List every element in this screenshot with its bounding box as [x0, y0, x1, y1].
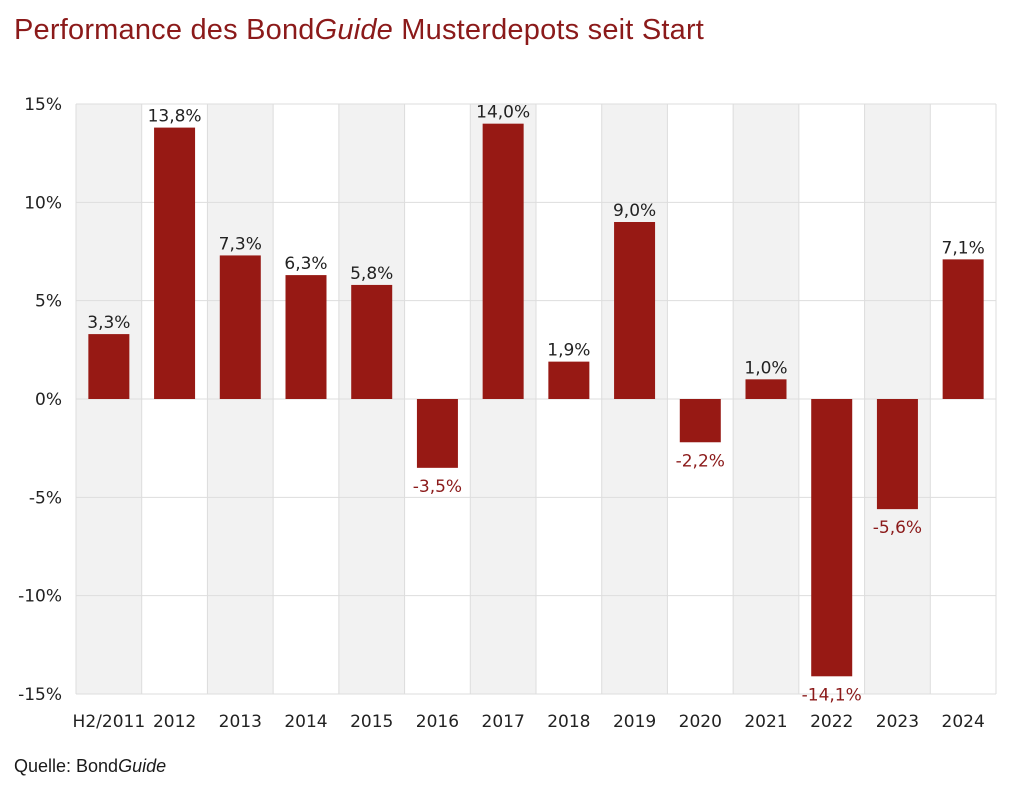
x-tick-label: 2020	[679, 712, 722, 732]
data-label: 1,9%	[547, 341, 590, 361]
x-tick-label: 2024	[942, 712, 985, 732]
bar	[548, 361, 590, 399]
bar	[154, 127, 196, 399]
bar	[416, 399, 458, 468]
bar	[811, 399, 853, 677]
data-label: 9,0%	[613, 201, 656, 221]
x-tick-label: 2012	[153, 712, 196, 732]
data-label: 3,3%	[87, 313, 130, 333]
bar	[745, 379, 787, 399]
bar	[285, 275, 327, 399]
data-label: -2,2%	[676, 451, 725, 471]
x-tick-label: 2018	[547, 712, 590, 732]
data-label: 5,8%	[350, 264, 393, 284]
source-note: Quelle: BondGuide	[14, 756, 167, 776]
x-tick-label: 2021	[744, 712, 787, 732]
bar	[351, 284, 393, 399]
y-tick-label: -5%	[29, 488, 62, 508]
x-tick-label: 2019	[613, 712, 656, 732]
x-tick-label: 2014	[284, 712, 327, 732]
bar	[942, 259, 984, 399]
data-label: -14,1%	[802, 685, 862, 705]
data-label: 14,0%	[476, 103, 530, 123]
x-tick-label: 2017	[482, 712, 525, 732]
bar	[219, 255, 261, 399]
y-tick-label: 0%	[35, 390, 62, 410]
y-tick-label: 5%	[35, 292, 62, 312]
chart-title: Performance des BondGuide Musterdepots s…	[14, 14, 705, 46]
x-tick-label: 2022	[810, 712, 853, 732]
data-label: -5,6%	[873, 518, 922, 538]
bar	[876, 399, 918, 510]
x-tick-label: 2015	[350, 712, 393, 732]
y-tick-label: -15%	[18, 685, 62, 705]
data-label: 7,1%	[942, 238, 985, 258]
x-tick-label: H2/2011	[73, 712, 146, 732]
y-tick-label: 10%	[24, 193, 62, 213]
y-tick-label: -10%	[18, 587, 62, 607]
bar	[482, 123, 524, 400]
data-label: 1,0%	[744, 358, 787, 378]
bar	[679, 399, 721, 443]
bar	[614, 222, 656, 399]
data-label: 7,3%	[219, 234, 262, 254]
x-tick-label: 2013	[219, 712, 262, 732]
data-label: 13,8%	[148, 107, 202, 127]
data-label: 6,3%	[284, 254, 327, 274]
y-tick-label: 15%	[24, 95, 62, 115]
x-tick-label: 2016	[416, 712, 459, 732]
data-label: -3,5%	[413, 477, 462, 497]
x-tick-label: 2023	[876, 712, 919, 732]
bar	[88, 334, 130, 399]
